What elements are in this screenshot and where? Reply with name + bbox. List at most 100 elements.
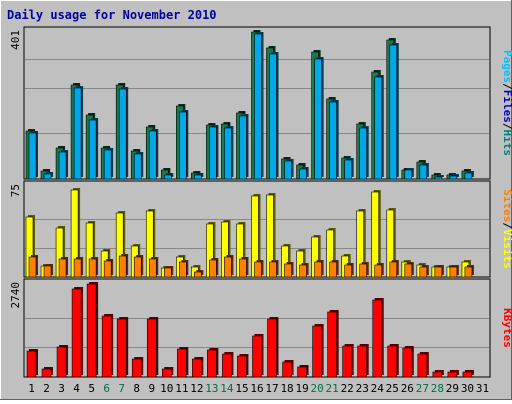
legend-item-hits-files-pages-4: Hits: [501, 130, 512, 157]
legend-item-visits-sites-0: Sites: [501, 189, 512, 222]
bar-visits-sites-sites-11: [194, 271, 202, 278]
bar-shadow-hits-files-pages-files-28: [451, 174, 459, 177]
bar-kbytes-kbytes-21: [342, 345, 352, 378]
x-tick-label-8: 8: [133, 382, 140, 395]
bar-visits-sites-sites-6: [118, 255, 127, 278]
bar-kbytes-kbytes-6: [116, 318, 127, 378]
bar-visits-sites-sites-22: [359, 263, 368, 278]
bar-visits-sites-sites-23: [374, 264, 383, 278]
legend-item-hits-files-pages-2: Files: [501, 90, 512, 123]
x-tick-label-6: 6: [103, 382, 110, 395]
bar-hits-files-pages-files-7: [133, 153, 142, 180]
legend-item-visits-sites-1: /: [501, 222, 512, 229]
bar-visits-sites-sites-20: [329, 261, 337, 278]
bar-kbytes-kbytes-3: [71, 288, 82, 378]
bar-hits-files-pages-files-17: [284, 160, 292, 180]
x-tick-label-2: 2: [43, 382, 50, 395]
bar-hits-files-pages-files-0: [28, 132, 37, 180]
bar-kbytes-kbytes-13: [222, 353, 232, 378]
bar-hits-files-pages-files-25: [404, 169, 413, 180]
bar-visits-sites-sites-8: [148, 258, 157, 278]
bar-hits-files-pages-files-5: [103, 149, 112, 180]
bar-visits-sites-sites-2: [58, 258, 67, 278]
bar-kbytes-kbytes-29: [462, 371, 473, 378]
legend-item-kbytes-0: KBytes: [501, 308, 512, 348]
x-tick-label-21: 21: [326, 382, 339, 395]
bar-hits-files-pages-files-23: [374, 76, 383, 180]
bar-hits-files-pages-files-18: [299, 168, 307, 180]
x-tick-label-19: 19: [295, 382, 308, 395]
x-tick-label-25: 25: [386, 382, 399, 395]
legend-item-hits-files-pages-3: /: [501, 123, 512, 130]
bar-hits-files-pages-files-28: [449, 175, 458, 180]
bar-kbytes-kbytes-26: [417, 353, 428, 378]
bar-visits-sites-sites-13: [224, 256, 232, 278]
bar-hits-files-pages-files-8: [148, 130, 157, 180]
x-tick-label-1: 1: [28, 382, 35, 395]
x-tick-label-24: 24: [371, 382, 385, 395]
bar-visits-sites-sites-26: [419, 266, 428, 278]
bar-visits-sites-sites-25: [404, 263, 413, 278]
bar-kbytes-kbytes-25: [402, 347, 413, 378]
bar-hits-files-pages-files-12: [209, 126, 217, 180]
bar-kbytes-kbytes-23: [372, 299, 383, 378]
x-tick-label-14: 14: [220, 382, 234, 395]
x-tick-label-10: 10: [160, 382, 173, 395]
bar-visits-sites-sites-7: [133, 256, 142, 278]
bar-shadow-hits-files-pages-files-27: [436, 175, 444, 177]
bar-kbytes-kbytes-12: [207, 349, 217, 378]
bar-kbytes-kbytes-4: [86, 283, 97, 378]
bar-kbytes-kbytes-8: [146, 318, 157, 378]
bar-visits-sites-sites-24: [389, 261, 398, 278]
bar-hits-files-pages-files-29: [464, 172, 473, 180]
legend-item-visits-sites-2: Visits: [501, 229, 512, 269]
bar-hits-files-pages-files-10: [179, 111, 187, 180]
bar-visits-sites-sites-15: [254, 261, 262, 278]
legend-hits-files-pages: Pages/Files/Hits: [501, 50, 512, 156]
x-tick-label-26: 26: [401, 382, 414, 395]
x-tick-label-17: 17: [265, 382, 278, 395]
bar-visits-sites-sites-12: [209, 259, 217, 278]
bar-visits-sites-sites-4: [88, 258, 97, 278]
x-tick-label-31: 31: [476, 382, 489, 395]
x-tick-label-15: 15: [235, 382, 248, 395]
bar-kbytes-kbytes-16: [267, 318, 277, 378]
x-tick-label-22: 22: [341, 382, 354, 395]
bar-hits-files-pages-files-21: [344, 159, 352, 180]
bar-kbytes-kbytes-9: [161, 368, 172, 378]
bar-kbytes-kbytes-11: [192, 358, 202, 378]
bar-hits-files-pages-files-19: [314, 58, 322, 180]
x-tick-label-7: 7: [118, 382, 125, 395]
bar-hits-files-pages-files-16: [269, 53, 277, 180]
bar-kbytes-kbytes-19: [312, 325, 322, 378]
bar-visits-sites-sites-16: [269, 261, 277, 278]
bar-hits-files-pages-files-9: [163, 174, 172, 180]
bar-kbytes-kbytes-2: [56, 346, 67, 378]
bar-kbytes-kbytes-10: [177, 348, 187, 378]
bar-visits-sites-sites-10: [179, 261, 187, 278]
bar-hits-files-pages-files-24: [389, 44, 398, 180]
bar-hits-files-pages-files-3: [73, 87, 82, 180]
scale-label-visits-sites: 75: [9, 184, 22, 197]
bar-visits-sites-sites-17: [284, 263, 292, 278]
bar-kbytes-kbytes-27: [432, 371, 443, 378]
bar-kbytes-kbytes-0: [26, 350, 37, 378]
bar-visits-sites-sites-29: [464, 266, 473, 278]
bar-kbytes-kbytes-28: [447, 371, 458, 378]
bar-kbytes-kbytes-17: [282, 361, 292, 378]
bar-kbytes-kbytes-14: [237, 355, 247, 378]
x-tick-label-13: 13: [205, 382, 218, 395]
x-tick-label-5: 5: [88, 382, 95, 395]
bar-hits-files-pages-files-26: [419, 164, 428, 180]
bar-hits-files-pages-files-6: [118, 88, 127, 180]
bar-hits-files-pages-files-11: [194, 174, 202, 180]
bar-visits-sites-sites-27: [434, 266, 443, 278]
x-tick-label-20: 20: [311, 382, 324, 395]
bar-kbytes-kbytes-5: [101, 315, 112, 378]
bar-visits-sites-sites-28: [449, 266, 458, 278]
bar-hits-files-pages-files-1: [43, 173, 52, 180]
x-tick-label-12: 12: [190, 382, 203, 395]
legend-kbytes: KBytes: [501, 308, 512, 348]
x-tick-label-29: 29: [446, 382, 459, 395]
